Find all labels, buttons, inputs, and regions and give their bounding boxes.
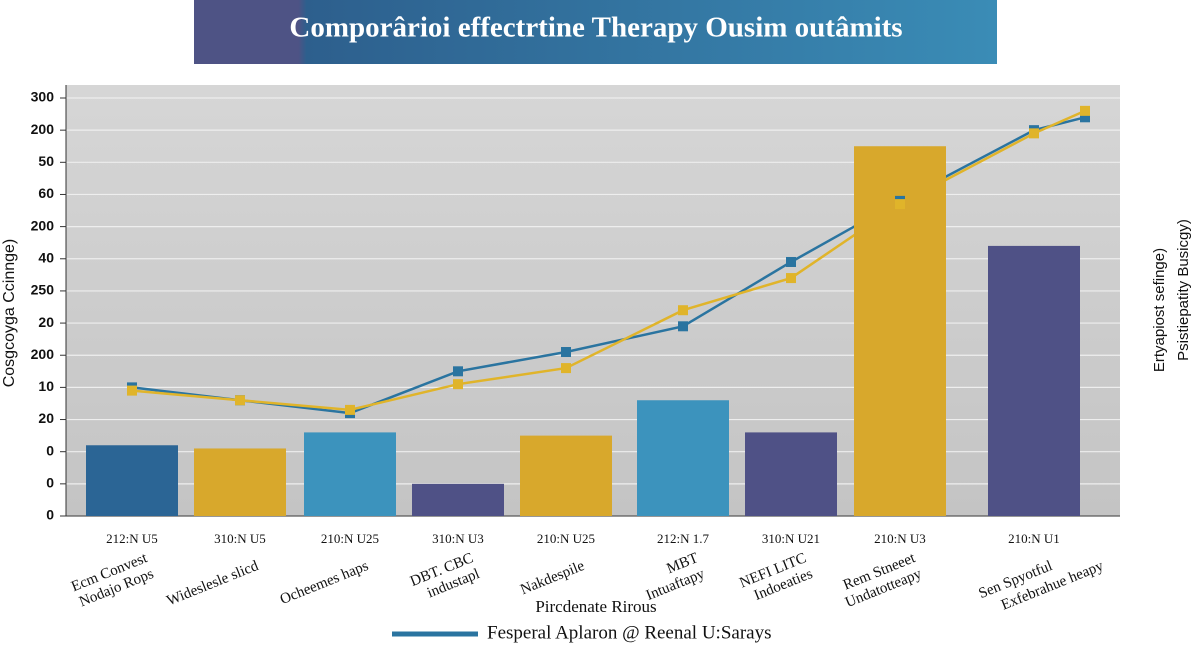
x-tick-label: MBTIntuaftapy <box>638 550 708 604</box>
x-sublabel: 310:N U3 <box>432 531 484 546</box>
line-marker <box>786 256 796 267</box>
y-tick-label: 0 <box>46 442 54 458</box>
y2-axis-label: Psistiepatity Busicgy) <box>1175 219 1192 361</box>
y-tick-label: 300 <box>31 89 55 105</box>
title-bar <box>194 0 997 64</box>
x-tick-label: DBT. CBCindustapl <box>408 551 482 606</box>
line-marker <box>561 347 571 358</box>
line-marker <box>453 366 463 377</box>
line-marker <box>561 363 571 374</box>
y-tick-label: 200 <box>31 346 55 362</box>
line-marker <box>1080 112 1090 123</box>
y-tick-label: 10 <box>38 378 54 394</box>
x-sublabel: 310:N U5 <box>214 531 266 546</box>
y-tick-label: 60 <box>38 185 54 201</box>
y-tick-label: 50 <box>38 153 54 169</box>
y-tick-label: 0 <box>46 507 54 523</box>
x-sublabel: 212:N U5 <box>106 531 158 546</box>
y-tick-label: 200 <box>31 121 55 137</box>
line-marker <box>453 379 463 390</box>
line-series <box>131 109 1086 412</box>
line-marker <box>678 321 688 332</box>
y-tick-label: 0 <box>46 475 54 491</box>
bar <box>520 435 612 516</box>
y-axis-label: Cosgcoyga Ccinnge) <box>1 239 18 388</box>
x-tick-label: Rem StneeetUndatotteapy <box>837 550 925 611</box>
line-marker <box>1080 105 1090 116</box>
x-sublabel: 210:N U3 <box>874 531 926 546</box>
y-tick-label: 200 <box>31 217 55 233</box>
y-tick-label: 20 <box>38 410 54 426</box>
y2-axis-label: Ertyapiost sefinge) <box>1151 248 1168 372</box>
y-tick-label: 250 <box>31 282 55 298</box>
bar <box>745 432 837 516</box>
bar <box>304 432 396 516</box>
line-marker <box>895 199 905 210</box>
x-tick-label: Wideslesle slicd <box>165 558 262 609</box>
bar <box>988 245 1080 516</box>
bar <box>637 400 729 516</box>
line-marker <box>678 305 688 316</box>
line-marker <box>345 404 355 415</box>
x-sublabel: 212:N 1.7 <box>657 531 710 546</box>
x-sublabel: 210:N U25 <box>537 531 595 546</box>
bar <box>412 483 504 516</box>
x-axis-label: Pircdenate Rirous <box>535 597 656 616</box>
line-marker <box>1029 128 1039 139</box>
x-sublabel: 210:N U1 <box>1008 531 1060 546</box>
x-tick-label: Nakdespile <box>518 558 587 598</box>
x-sublabel: 210:N U25 <box>321 531 379 546</box>
line-marker <box>235 395 245 406</box>
x-sublabel: 310:N U21 <box>762 531 820 546</box>
x-tick-label: Ecm ConvestNodajo Rops <box>69 550 157 611</box>
bar <box>194 448 286 516</box>
x-tick-label: Ocheemes haps <box>278 558 371 608</box>
line-marker <box>786 273 796 284</box>
y-tick-label: 40 <box>38 249 54 265</box>
legend-label: Fesperal Aplaron @ Reenal U:Sarays <box>487 622 771 643</box>
x-tick-label: NEFI LITCIndoeaties <box>738 551 816 608</box>
bar <box>86 445 178 516</box>
chart-title: Comporârioi effectrtine Therapy Ousim ou… <box>289 12 902 44</box>
y-tick-label: 20 <box>38 314 54 330</box>
line-marker <box>127 385 137 396</box>
